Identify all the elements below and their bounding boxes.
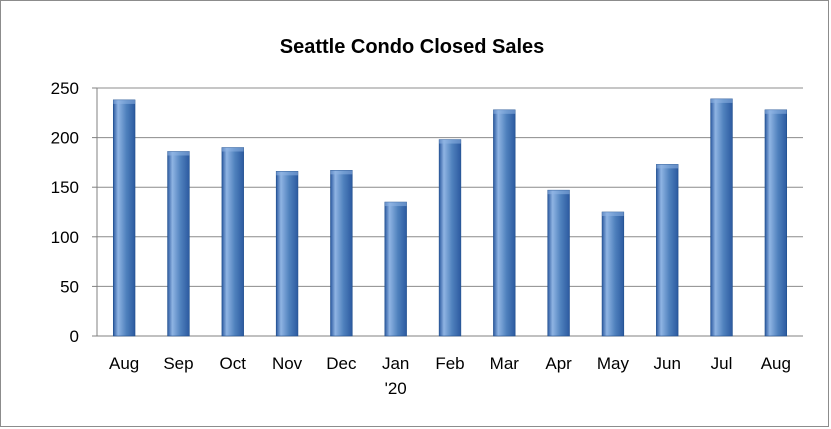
bar	[547, 189, 570, 337]
x-tick-label: Oct	[220, 354, 247, 373]
bar	[493, 109, 516, 337]
x-tick-label: Dec	[326, 354, 357, 373]
y-tick-label: 100	[51, 228, 79, 247]
x-tick-label: Apr	[545, 354, 572, 373]
x-tick-label: Jan '20	[382, 354, 409, 398]
bar	[656, 164, 679, 337]
bar-top-bevel	[384, 202, 407, 207]
bar-top-bevel	[764, 109, 787, 114]
x-tick-labels: Aug Sep Oct Nov Dec Jan '20 Feb Mar Apr May Jun Jul A…	[109, 354, 791, 398]
bar-top-bevel	[330, 170, 353, 175]
bar-top-bevel	[167, 151, 190, 156]
bar	[710, 98, 733, 337]
y-tick-label: 200	[51, 129, 79, 148]
y-tick-label: 150	[51, 178, 79, 197]
bars	[112, 98, 788, 337]
bar	[275, 171, 299, 337]
bar	[764, 109, 788, 337]
bar	[384, 201, 407, 337]
bar-top-bevel	[493, 109, 516, 114]
bar-top-bevel	[710, 98, 733, 103]
x-tick-label: Sep	[163, 354, 193, 373]
bar-top-bevel	[221, 147, 244, 152]
x-tick-label: May	[597, 354, 630, 373]
y-tick-labels: 0 50 100 150 200 250	[51, 79, 79, 346]
y-tick-label: 250	[51, 79, 79, 98]
bar	[112, 99, 136, 337]
y-tick-label: 0	[70, 327, 79, 346]
x-tick-label: Nov	[272, 354, 303, 373]
bar	[601, 211, 625, 337]
chart-title: Seattle Condo Closed Sales	[280, 36, 545, 58]
x-tick-label: Aug	[109, 354, 139, 373]
bar-top-bevel	[547, 190, 570, 195]
x-tick-label: Feb	[435, 354, 464, 373]
bar	[330, 170, 353, 337]
bar	[167, 151, 190, 337]
bar-top-bevel	[602, 212, 624, 216]
x-tick-label: Jun	[654, 354, 681, 373]
bar	[438, 139, 462, 337]
bar-top-bevel	[439, 139, 461, 144]
bar-top-bevel	[656, 164, 679, 169]
bar-top-bevel	[113, 99, 136, 104]
x-tick-label: Mar	[490, 354, 520, 373]
x-tick-label: Aug	[761, 354, 791, 373]
bar	[221, 147, 244, 337]
bar-top-bevel	[276, 171, 298, 176]
x-tick-label: Jul	[711, 354, 733, 373]
y-tick-label: 50	[60, 277, 79, 296]
